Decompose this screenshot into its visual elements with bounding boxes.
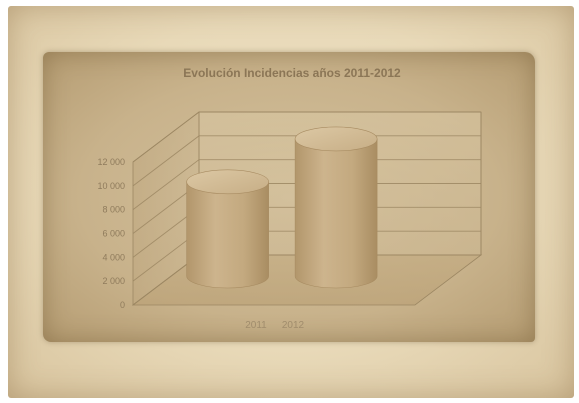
y-tick-label: 0 [120, 300, 125, 310]
cylinder-bar-2011 [186, 169, 269, 289]
cylinder-top [186, 169, 269, 195]
x-category-label: 2012 [282, 320, 305, 331]
x-axis-categories: 2011 2012 [245, 320, 304, 331]
y-tick-label: 12 000 [97, 157, 125, 167]
bars [186, 126, 378, 289]
y-tick-label: 6 000 [102, 229, 125, 239]
y-tick-label: 10 000 [97, 181, 125, 191]
cylinder-top [294, 126, 378, 152]
gridline [132, 135, 481, 187]
y-tick-label: 4 000 [102, 252, 125, 262]
chart-title: Evolución Incidencias años 2011-2012 [183, 66, 401, 80]
cylinder-body [294, 138, 378, 289]
gridline [132, 159, 481, 211]
y-tick-label: 2 000 [102, 276, 125, 286]
x-category-label: 2011 [245, 320, 267, 331]
y-axis-ticks: 0 2 000 4 000 6 000 8 000 10 000 12 000 [97, 157, 125, 310]
cylinder-bar-2012 [294, 126, 378, 289]
y-tick-label: 8 000 [102, 205, 125, 215]
cylinder-body [186, 181, 269, 289]
